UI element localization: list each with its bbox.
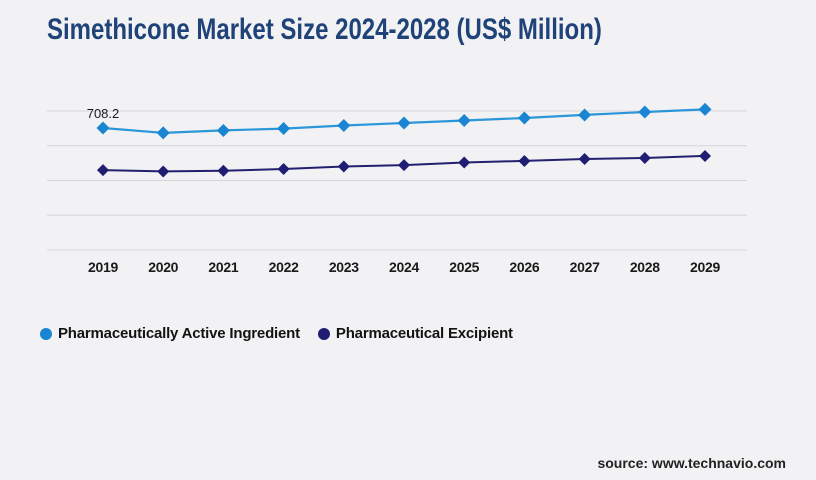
series-point-active-ingredient — [337, 118, 351, 132]
legend-label-excipient: Pharmaceutical Excipient — [335, 325, 513, 342]
series-point-excipient — [578, 153, 591, 166]
chart-legend: Pharmaceutically Active Ingredient Pharm… — [40, 325, 513, 342]
series-point-excipient — [518, 154, 531, 167]
chart-title: Simethicone Market Size 2024-2028 (US$ M… — [47, 13, 602, 46]
series-point-active-ingredient — [156, 126, 170, 140]
x-axis-label: 2027 — [570, 259, 600, 275]
series-point-active-ingredient — [578, 108, 592, 122]
x-axis-label: 2029 — [690, 259, 720, 275]
legend-marker-active-ingredient-icon — [40, 327, 52, 340]
series-point-excipient — [97, 164, 109, 177]
series-point-active-ingredient — [216, 123, 230, 137]
series-point-active-ingredient — [277, 122, 291, 136]
series-point-active-ingredient — [698, 102, 712, 116]
x-axis-label: 2021 — [208, 259, 238, 275]
series-point-excipient — [157, 165, 170, 178]
series-point-active-ingredient — [517, 111, 531, 125]
series-point-excipient — [398, 159, 410, 172]
legend-item-excipient[interactable]: Pharmaceutical Excipient — [317, 325, 513, 342]
legend-label-active-ingredient: Pharmaceutically Active Ingredient — [58, 325, 300, 342]
source-link[interactable]: source: www.technavio.com — [597, 455, 786, 471]
x-axis-label: 2019 — [88, 259, 118, 275]
legend-item-active-ingredient[interactable]: Pharmaceutically Active Ingredient — [40, 325, 300, 342]
x-axis-label: 2026 — [509, 259, 539, 275]
series-point-active-ingredient — [96, 121, 110, 135]
source-attribution: source: www.technavio.com — [597, 455, 786, 471]
series-point-excipient — [337, 160, 350, 173]
series-point-active-ingredient — [397, 116, 411, 130]
legend-marker-excipient-icon — [317, 327, 330, 340]
x-axis-label: 2028 — [630, 259, 660, 275]
data-label: 708.2 — [87, 106, 120, 121]
x-axis-label: 2025 — [449, 259, 479, 275]
x-axis-label: 2022 — [269, 259, 299, 275]
series-point-excipient — [217, 164, 230, 177]
x-axis-label: 2023 — [329, 259, 359, 275]
series-point-excipient — [277, 163, 290, 176]
series-point-excipient — [458, 156, 471, 169]
series-point-active-ingredient — [638, 105, 652, 119]
series-point-excipient — [638, 152, 651, 165]
x-axis-label: 2024 — [389, 259, 419, 275]
x-axis-label: 2020 — [148, 259, 178, 275]
series-point-active-ingredient — [457, 113, 471, 127]
line-chart-plot-area: 708.2 2019 2020 2021 2022 2023 2024 2025 2026 202… — [47, 102, 747, 275]
series-point-excipient — [699, 149, 711, 162]
